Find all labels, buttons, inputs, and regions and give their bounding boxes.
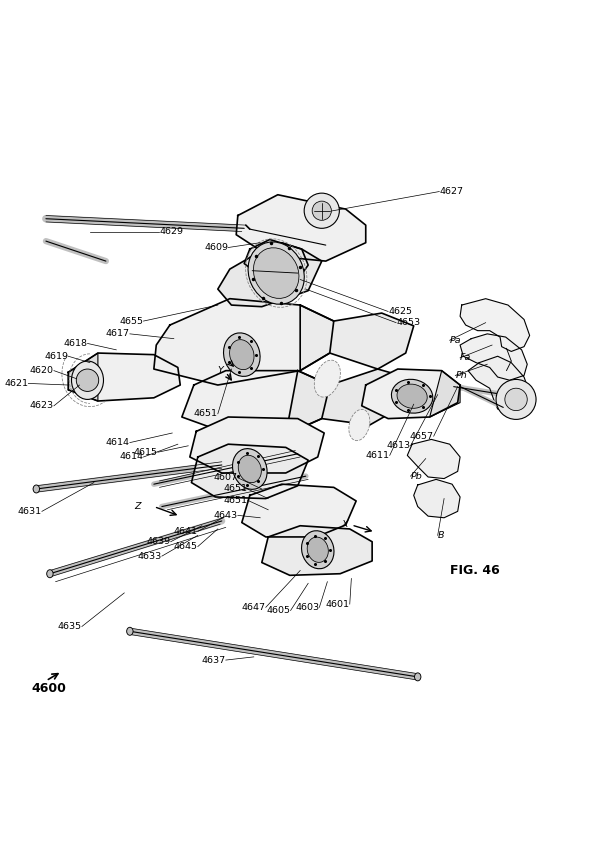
Polygon shape: [460, 334, 527, 380]
Polygon shape: [154, 299, 334, 385]
Circle shape: [76, 369, 99, 391]
Polygon shape: [460, 299, 530, 352]
Text: 4614: 4614: [119, 453, 144, 462]
Text: 4609: 4609: [204, 243, 228, 252]
Text: 4629: 4629: [160, 227, 183, 236]
Polygon shape: [362, 369, 460, 418]
Ellipse shape: [349, 410, 370, 441]
Polygon shape: [218, 242, 322, 307]
Ellipse shape: [248, 242, 304, 304]
Text: Pa: Pa: [450, 336, 462, 345]
Text: 4647: 4647: [242, 603, 266, 611]
Text: 4613: 4613: [387, 442, 411, 450]
Text: 4605: 4605: [267, 606, 291, 615]
Text: 4653: 4653: [396, 318, 420, 327]
Text: FIG. 46: FIG. 46: [450, 564, 499, 577]
Circle shape: [496, 379, 536, 419]
Polygon shape: [262, 526, 372, 575]
Text: 4651: 4651: [194, 410, 218, 418]
Text: Pb: Pb: [411, 472, 422, 481]
Circle shape: [304, 193, 339, 229]
Polygon shape: [236, 195, 366, 261]
Ellipse shape: [301, 531, 334, 569]
Text: 4633: 4633: [138, 552, 162, 560]
Text: 4621: 4621: [4, 379, 28, 388]
Polygon shape: [242, 484, 356, 537]
Polygon shape: [414, 480, 460, 518]
Circle shape: [312, 201, 332, 220]
Text: 4657: 4657: [410, 431, 434, 441]
Text: 4639: 4639: [147, 537, 171, 546]
Text: 4603: 4603: [296, 603, 319, 611]
Text: Fa: Fa: [460, 353, 472, 362]
Polygon shape: [69, 353, 180, 401]
Polygon shape: [300, 305, 414, 371]
Polygon shape: [286, 369, 405, 435]
Text: 4651: 4651: [223, 495, 248, 505]
Ellipse shape: [414, 673, 421, 681]
Text: 4627: 4627: [439, 187, 463, 196]
Text: X: X: [342, 520, 348, 528]
Polygon shape: [407, 439, 460, 479]
Ellipse shape: [307, 537, 329, 562]
Text: 4651: 4651: [223, 484, 248, 494]
Text: 4645: 4645: [174, 542, 198, 551]
Polygon shape: [191, 444, 308, 499]
Ellipse shape: [47, 570, 53, 578]
Polygon shape: [190, 417, 324, 473]
Ellipse shape: [254, 248, 299, 299]
Text: 4631: 4631: [18, 507, 42, 516]
Text: 4614: 4614: [106, 438, 130, 447]
Text: 4601: 4601: [326, 599, 350, 609]
Text: Z: Z: [134, 502, 140, 511]
Text: 4625: 4625: [388, 307, 412, 316]
Text: 4615: 4615: [134, 448, 158, 456]
Text: 4623: 4623: [30, 401, 54, 410]
Polygon shape: [430, 371, 460, 417]
Text: 4620: 4620: [30, 366, 54, 375]
Text: 4643: 4643: [214, 511, 238, 520]
Text: 4618: 4618: [63, 339, 87, 348]
Ellipse shape: [391, 379, 433, 413]
Ellipse shape: [33, 485, 40, 493]
Polygon shape: [182, 371, 330, 435]
Text: 4607: 4607: [214, 474, 238, 482]
Ellipse shape: [126, 627, 133, 636]
Text: 4635: 4635: [58, 622, 82, 631]
Ellipse shape: [232, 449, 267, 489]
Ellipse shape: [229, 339, 254, 370]
Text: 4600: 4600: [31, 682, 66, 695]
Text: 4637: 4637: [202, 656, 226, 664]
Ellipse shape: [397, 385, 427, 409]
Polygon shape: [244, 240, 308, 280]
Ellipse shape: [72, 361, 103, 399]
Polygon shape: [468, 356, 530, 413]
Text: 4619: 4619: [44, 352, 69, 361]
Text: 4655: 4655: [119, 317, 144, 326]
Text: 4641: 4641: [174, 527, 198, 536]
Text: B: B: [438, 531, 444, 540]
Ellipse shape: [223, 333, 260, 377]
Polygon shape: [69, 353, 98, 401]
Text: 4617: 4617: [106, 329, 130, 339]
Circle shape: [505, 388, 527, 410]
Text: Y: Y: [217, 366, 223, 375]
Ellipse shape: [314, 360, 340, 397]
Ellipse shape: [238, 456, 261, 482]
Text: Ph: Ph: [455, 371, 467, 380]
Text: 4611: 4611: [366, 451, 389, 460]
